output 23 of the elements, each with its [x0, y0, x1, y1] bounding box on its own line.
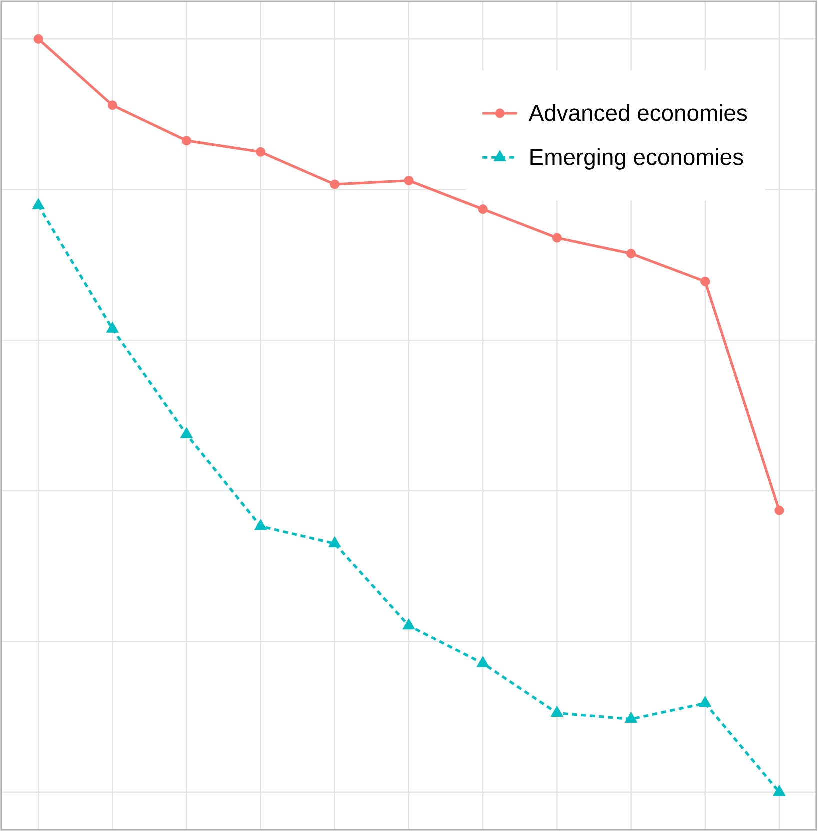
- point: [108, 100, 118, 110]
- point: [476, 656, 490, 668]
- point: [699, 696, 712, 708]
- point: [106, 322, 119, 333]
- legend-label: Emerging economies: [530, 148, 744, 170]
- legend-label: Advanced economies: [528, 104, 748, 122]
- point: [550, 706, 564, 718]
- point: [180, 427, 194, 438]
- point: [478, 204, 488, 214]
- point: [330, 180, 340, 190]
- point: [774, 506, 784, 516]
- point: [404, 176, 414, 186]
- point: [254, 519, 268, 530]
- point: [552, 233, 562, 243]
- point: [700, 276, 710, 286]
- point: [773, 785, 786, 796]
- point: [328, 536, 342, 548]
- point: [256, 147, 266, 157]
- point: [34, 34, 44, 44]
- point: [182, 136, 192, 146]
- point: [626, 249, 636, 259]
- point: [624, 712, 638, 724]
- point: [402, 618, 416, 630]
